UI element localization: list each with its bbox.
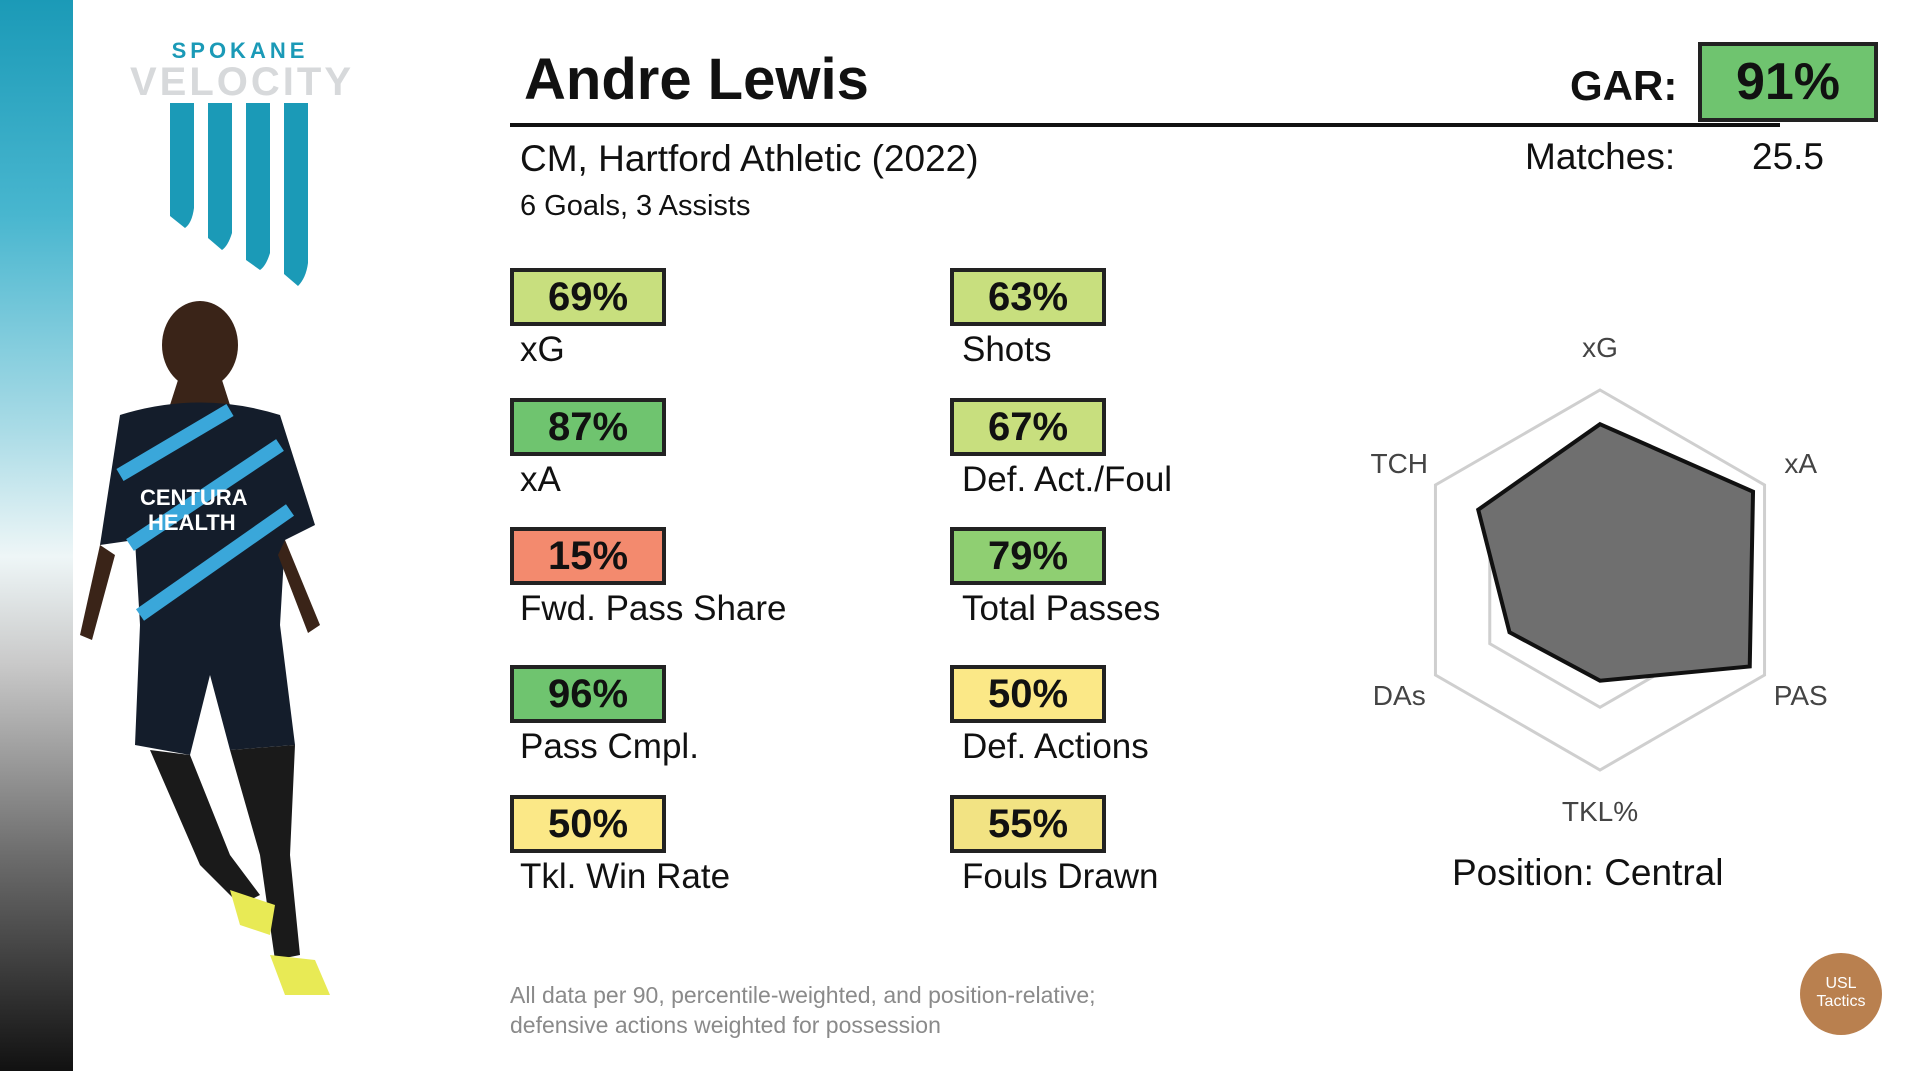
goals-assists: 6 Goals, 3 Assists bbox=[520, 190, 751, 222]
team-logo: SPOKANE VELOCITY bbox=[130, 38, 355, 288]
matches-label: Matches: bbox=[1525, 136, 1676, 177]
stat-label-def-act-foul: Def. Act./Foul bbox=[962, 460, 1173, 499]
gar-value-box: 91% bbox=[1698, 42, 1878, 122]
stat-label-xg: xG bbox=[520, 330, 565, 369]
accent-gradient-bar bbox=[0, 0, 73, 1071]
stat-label-pass-cmpl: Pass Cmpl. bbox=[520, 727, 699, 766]
stat-box-def-act-foul: 67% bbox=[950, 398, 1106, 456]
usl-tactics-badge: USL Tactics bbox=[1800, 953, 1882, 1035]
matches-value: 25.5 bbox=[1752, 136, 1825, 177]
radar-axis-label: TKL% bbox=[1562, 796, 1638, 827]
badge-line-2: Tactics bbox=[1816, 993, 1866, 1010]
radar-axis-label: DAs bbox=[1373, 680, 1426, 711]
logo-stripes-icon bbox=[170, 103, 308, 286]
stat-label-xa: xA bbox=[520, 460, 561, 499]
svg-text:HEALTH: HEALTH bbox=[148, 510, 236, 535]
stat-box-xg: 69% bbox=[510, 268, 666, 326]
stat-box-xa: 87% bbox=[510, 398, 666, 456]
stat-label-fouls-drawn: Fouls Drawn bbox=[962, 857, 1159, 896]
logo-city: SPOKANE bbox=[171, 38, 309, 63]
radar-axis-label: PAS bbox=[1774, 680, 1828, 711]
radar-axis-label: xA bbox=[1784, 448, 1817, 479]
gar-label: GAR: bbox=[1570, 62, 1678, 109]
stat-box-fouls-drawn: 55% bbox=[950, 795, 1106, 853]
title-divider bbox=[510, 123, 1780, 127]
stat-box-shots: 63% bbox=[950, 268, 1106, 326]
radar-axis-label: xG bbox=[1582, 332, 1618, 363]
stat-label-tkl-win-rate: Tkl. Win Rate bbox=[520, 857, 731, 896]
stat-box-tkl-win-rate: 50% bbox=[510, 795, 666, 853]
radar-axis-label: TCH bbox=[1370, 448, 1428, 479]
stat-box-def-actions: 50% bbox=[950, 665, 1106, 723]
footnote-line-1: All data per 90, percentile-weighted, an… bbox=[510, 982, 1096, 1008]
stat-box-pass-cmpl: 96% bbox=[510, 665, 666, 723]
stat-box-fwd-pass-share: 15% bbox=[510, 527, 666, 585]
stat-box-total-passes: 79% bbox=[950, 527, 1106, 585]
footnote-line-2: defensive actions weighted for possessio… bbox=[510, 1012, 941, 1038]
radar-ring-3 bbox=[1433, 388, 1767, 772]
stat-label-fwd-pass-share: Fwd. Pass Share bbox=[520, 589, 787, 628]
logo-name: VELOCITY bbox=[130, 60, 355, 104]
player-photo: CENTURA HEALTH bbox=[80, 301, 330, 995]
radar-data-polygon bbox=[1475, 421, 1756, 683]
player-subtitle: CM, Hartford Athletic (2022) bbox=[520, 138, 979, 179]
stat-label-shots: Shots bbox=[962, 330, 1052, 369]
badge-line-1: USL bbox=[1825, 975, 1857, 992]
footnote: All data per 90, percentile-weighted, an… bbox=[510, 980, 1210, 1040]
radar-chart: xG xA PAS TKL% DAs TCH bbox=[1370, 332, 1828, 827]
stat-label-total-passes: Total Passes bbox=[962, 589, 1161, 628]
position-label: Position: Central bbox=[1452, 852, 1724, 893]
player-name: Andre Lewis bbox=[524, 47, 869, 112]
stat-label-def-actions: Def. Actions bbox=[962, 727, 1149, 766]
svg-text:CENTURA: CENTURA bbox=[140, 485, 248, 510]
